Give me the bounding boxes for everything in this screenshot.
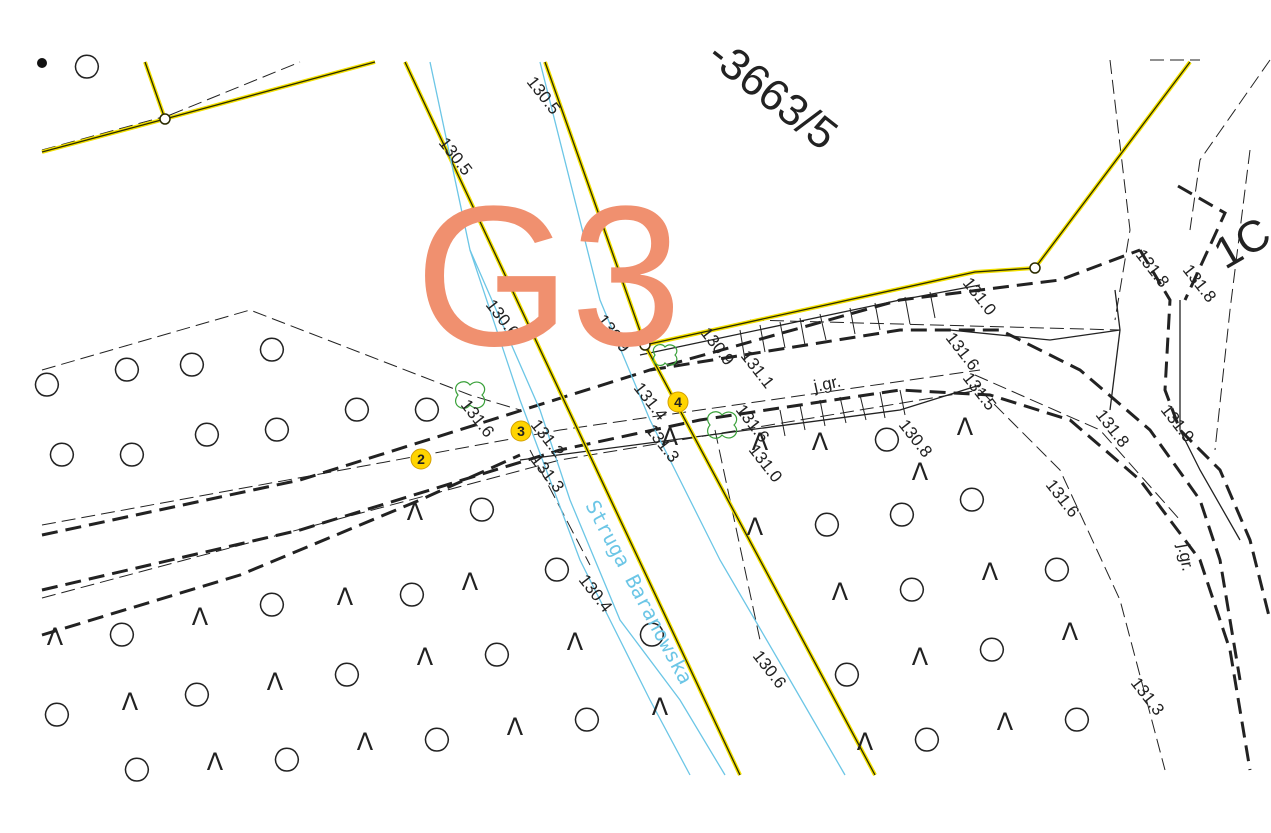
- parcel-vertices: [159, 113, 1041, 351]
- elevation-label: 131.9: [1157, 401, 1198, 446]
- vegetation-symbols: ◯ ◯ ◯ ◯ ◯ ◯ ◯ ◯ ◯ ◯ ◯ ◯ Λ ◯ Λ ◯ Λ ◯ Λ ◯ Λ ◯ Λ ◯ Λ ◯ Λ ◯ Λ ◯ ◯ Λ ◯ Λ ◯ Λ ◯ Λ ◯ Λ…: [27, 46, 1094, 787]
- bush-symbol: ◯: [537, 549, 574, 587]
- bush-symbol: ◯: [257, 409, 294, 447]
- bush-symbol: ◯: [807, 504, 844, 542]
- grass-symbol: Λ: [912, 643, 929, 671]
- parcel-number-label-right: 1C: [1206, 208, 1271, 279]
- elevation-label: 131.5: [959, 369, 1000, 414]
- grass-symbol: Λ: [267, 668, 284, 696]
- grass-symbol: Λ: [982, 558, 999, 586]
- bush-symbol: ◯: [112, 434, 149, 472]
- elevation-label: 131.3: [527, 451, 568, 496]
- bush-symbol: ◯: [477, 634, 514, 672]
- bush-symbol: ◯: [327, 654, 364, 692]
- elevation-label: 131.6: [1042, 476, 1083, 521]
- marker-3[interactable]: 3: [510, 420, 532, 442]
- bush-symbol: ◯: [407, 389, 444, 427]
- bush-symbol: ◯: [1037, 549, 1074, 587]
- bush-symbol: ◯: [972, 629, 1009, 667]
- grass-symbol: Λ: [462, 568, 479, 596]
- bush-symbol: ◯: [267, 739, 304, 777]
- grass-symbol: Λ: [1062, 618, 1079, 646]
- elevation-label: 131.1: [737, 347, 778, 392]
- bush-symbol: ◯: [882, 494, 919, 532]
- bush-symbol: ◯: [107, 349, 144, 387]
- bush-symbol: ◯: [417, 719, 454, 757]
- bush-symbol: ◯: [567, 699, 604, 737]
- bush-symbol: ◯: [27, 364, 64, 402]
- bush-symbol: ◯: [892, 569, 929, 607]
- grass-symbol: Λ: [747, 513, 764, 541]
- grass-symbol: Λ: [912, 458, 929, 486]
- bush-symbol: ◯: [177, 674, 214, 712]
- elevation-label: 131.8: [1132, 246, 1173, 291]
- grass-symbol: Λ: [417, 643, 434, 671]
- bush-symbol: ◯: [117, 749, 154, 787]
- reference-dot: [37, 58, 47, 68]
- grass-symbol: Λ: [207, 748, 224, 776]
- grass-symbol: Λ: [812, 428, 829, 456]
- slope-hatching: [739, 291, 936, 437]
- ground-label: j.gr.: [811, 372, 843, 396]
- road-solid-lines: [519, 284, 1241, 541]
- marker-4[interactable]: 4: [667, 391, 689, 413]
- bush-symbol: ◯: [252, 329, 289, 367]
- grass-symbol: Λ: [752, 428, 769, 456]
- marker-label: 2: [417, 451, 425, 467]
- tree-symbols: [455, 343, 738, 439]
- grass-symbol: Λ: [652, 693, 669, 721]
- parcel-number-label: -3663/5: [699, 29, 847, 159]
- bush-symbol: ◯: [827, 654, 864, 692]
- elevation-label: 131.0: [745, 441, 786, 486]
- grass-symbol: Λ: [357, 728, 374, 756]
- elevation-label: 131.3: [1127, 674, 1168, 719]
- bush-symbol: ◯: [102, 614, 139, 652]
- auxiliary-lines: [41, 59, 1271, 771]
- bush-symbol: ◯: [67, 46, 104, 84]
- grass-symbol: Λ: [507, 713, 524, 741]
- road-edges: [41, 184, 1271, 771]
- marker-label: 3: [517, 423, 525, 439]
- grass-symbol: Λ: [832, 578, 849, 606]
- survey-markers[interactable]: 2 3 4: [410, 391, 689, 470]
- bush-symbol: ◯: [252, 584, 289, 622]
- bush-symbol: ◯: [37, 694, 74, 732]
- stream-lines: [429, 61, 846, 776]
- bush-symbol: ◯: [172, 344, 209, 382]
- grass-symbol: Λ: [192, 603, 209, 631]
- bush-symbol: ◯: [907, 719, 944, 757]
- grass-symbol: Λ: [337, 583, 354, 611]
- bush-symbol: ◯: [392, 574, 429, 612]
- grass-symbol: Λ: [47, 623, 64, 651]
- ground-label: j.gr.: [1174, 541, 1198, 572]
- grass-symbol: Λ: [857, 728, 874, 756]
- grass-symbol: Λ: [122, 688, 139, 716]
- grass-symbol: Λ: [957, 413, 974, 441]
- grass-symbol: Λ: [662, 423, 679, 451]
- grass-symbol: Λ: [997, 708, 1014, 736]
- elevation-label: 131.0: [959, 274, 1000, 319]
- bush-symbol: ◯: [462, 489, 499, 527]
- elevation-label: 131.6: [942, 329, 983, 374]
- bush-symbol: ◯: [42, 434, 79, 472]
- elevation-label: 130.4: [575, 571, 616, 616]
- bush-symbol: ◯: [952, 479, 989, 517]
- grass-symbol: Λ: [567, 628, 584, 656]
- grass-symbol: Λ: [407, 498, 424, 526]
- bush-symbol: ◯: [187, 414, 224, 452]
- marker-label: 4: [674, 394, 682, 410]
- bush-symbol: ◯: [337, 389, 374, 427]
- bush-symbol: ◯: [1057, 699, 1094, 737]
- sheet-label: G3: [415, 165, 682, 388]
- marker-2[interactable]: 2: [410, 448, 432, 470]
